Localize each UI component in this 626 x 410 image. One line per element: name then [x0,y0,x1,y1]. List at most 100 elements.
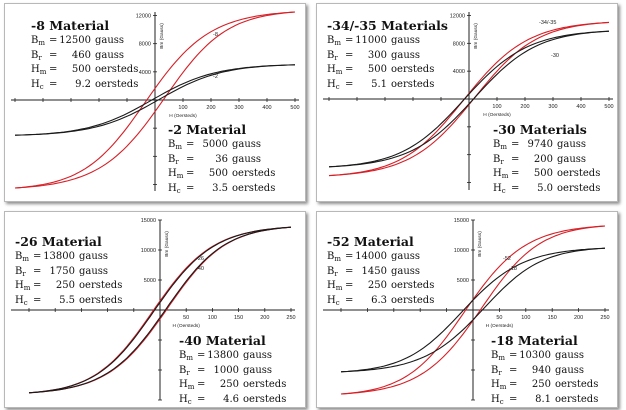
property-unit: gauss [79,265,109,277]
property-symbol: Hm [327,280,343,292]
x-tick-label: 300 [234,105,243,111]
property-row: Bm = 14000 gauss [327,251,434,266]
y-tick-label: 4000 [453,69,465,75]
property-row: Bm = 11000 gauss [327,35,448,50]
property-unit: oersteds [391,78,435,90]
equals-sign: = [186,168,195,179]
property-symbol: Hc [327,294,340,307]
property-symbol: Hc [168,182,181,195]
equals-sign: = [49,35,58,46]
y-tick-label: 5000 [144,278,156,284]
y-tick-label: 15000 [141,218,156,224]
property-row: Bm = 9740 gauss [493,139,600,154]
property-unit: oersteds [232,168,276,179]
property-row: Hm = 500 oersteds [493,168,600,183]
chart-panel-2: 100 200 300 400 500 4000 8000 12000 H (Oersteds)… [316,3,618,202]
y-axis-label: Bm (Gauss) [473,23,479,49]
property-row: Br = 1000 gauss [179,365,286,380]
x-axis-label: H (Oersteds) [483,112,511,118]
property-value: 1450 [361,265,387,277]
property-unit: gauss [243,364,273,376]
equals-sign: = [33,294,42,306]
property-value: 500 [533,168,553,179]
series-label: -26 [196,256,204,262]
property-value: 9740 [527,139,553,150]
bh-chart-4: 50 100 150 200 250 5000 10000 15000 H (Oersteds)… [323,218,610,401]
material-title: -30 Materials [493,122,587,137]
chart-panel-1: 100 200 300 400 500 4000 8000 12000 H (Oersteds)… [4,3,306,202]
property-row: Hm = 500 oersteds [31,64,138,79]
series-label: -2 [213,74,218,80]
property-unit: gauss [95,35,125,46]
property-unit: gauss [557,153,587,165]
equals-sign: = [186,153,195,165]
equals-sign: = [509,364,518,376]
equals-sign: = [511,153,520,165]
loop-ascending--18 [340,247,606,373]
equals-sign: = [509,350,518,361]
x-tick-label: 400 [576,104,585,110]
x-tick-label: 50 [183,315,189,321]
property-row: Br = 36 gauss [168,154,275,169]
property-symbol: Br [327,49,338,62]
property-symbol: Bm [493,139,507,151]
equals-sign: = [197,364,206,376]
bh-chart-2: 100 200 300 400 500 4000 8000 12000 H (Oersteds)… [323,12,614,190]
equals-sign: = [511,168,520,179]
property-symbol: Br [493,153,504,166]
property-value: 36 [215,153,228,165]
property-value: 500 [71,64,91,75]
property-symbol: Bm [179,350,193,362]
equals-sign: = [33,280,42,291]
x-axis-label: H (Oersteds) [172,323,200,329]
property-symbol: Bm [15,251,29,263]
property-value: 6.3 [371,294,387,306]
property-value: 250 [219,379,239,390]
series-label: -30 [551,53,559,59]
property-unit: gauss [391,265,421,277]
property-row: Bm = 13800 gauss [179,350,286,365]
material-title: -52 Material [327,234,414,249]
property-unit: oersteds [555,393,599,405]
y-tick-label: 4000 [139,70,151,76]
x-tick-label: 200 [206,105,215,111]
equals-sign: = [197,350,206,361]
loop-descending--2 [14,64,296,136]
property-symbol: Hm [491,379,507,391]
property-value: 250 [531,379,551,390]
equals-sign: = [33,265,42,277]
equals-sign: = [345,64,354,75]
property-value: 3.5 [212,182,228,194]
property-value: 11000 [355,35,387,46]
property-value: 5000 [202,139,228,150]
property-symbol: Hc [327,78,340,91]
property-row: Br = 460 gauss [31,50,138,65]
property-symbol: Hm [179,379,195,391]
property-value: 460 [71,49,91,61]
property-row: Br = 1750 gauss [15,266,122,281]
property-value: 5.5 [59,294,75,306]
property-value: 940 [531,364,551,376]
equals-sign: = [49,64,58,75]
property-row: Hm = 250 oersteds [491,379,598,394]
equals-sign: = [345,265,354,277]
property-unit: oersteds [557,182,601,194]
loop-ascending--8 [14,11,296,189]
property-row: Hm = 500 oersteds [168,168,275,183]
x-tick-label: 200 [520,104,529,110]
property-unit: gauss [79,251,109,262]
property-value: 8.1 [535,393,551,405]
property-symbol: Br [31,49,42,62]
property-unit: oersteds [95,64,139,75]
property-symbol: Br [179,364,190,377]
loop-descending--30 [328,30,610,168]
series-label: -18 [509,266,517,272]
material-title: -34/-35 Materials [327,18,448,33]
property-unit: oersteds [391,64,435,75]
property-value: 1750 [49,265,75,277]
property-row: Hc = 5.1 oersteds [327,79,448,94]
x-tick-label: 300 [548,104,557,110]
property-unit: oersteds [243,379,287,390]
y-tick-label: 8000 [453,41,465,47]
property-row: Br = 300 gauss [327,50,448,65]
